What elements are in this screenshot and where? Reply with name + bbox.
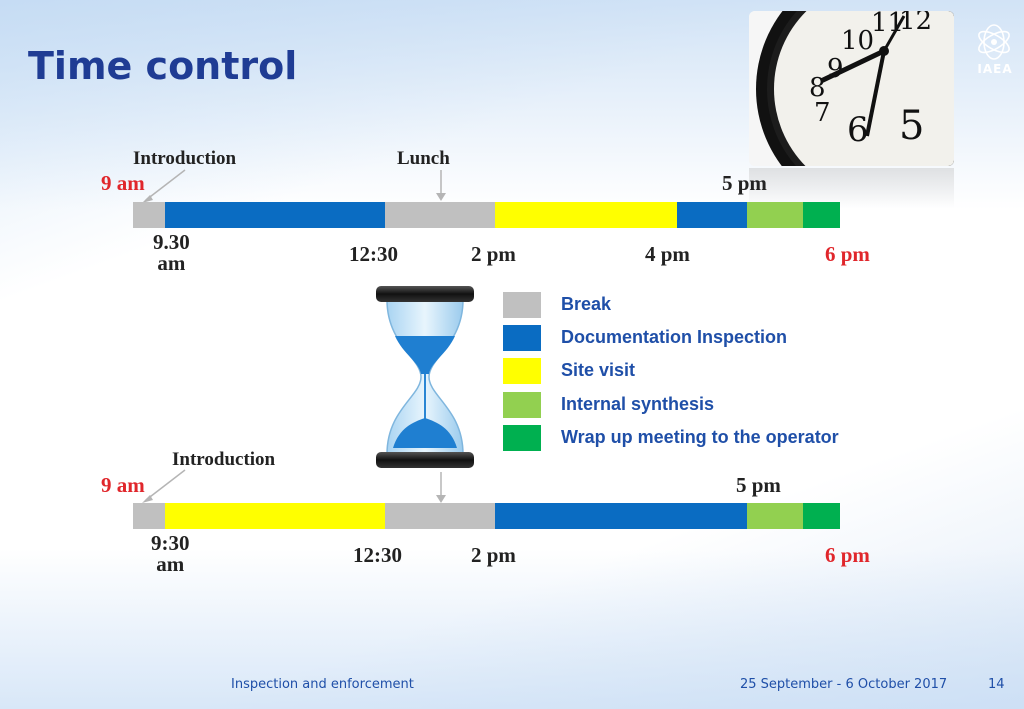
timeline2-time-930-value: 9:30 bbox=[151, 531, 190, 555]
timeline1-segment-site-visit bbox=[495, 202, 677, 228]
svg-text:6: 6 bbox=[847, 110, 869, 150]
hourglass-icon bbox=[373, 284, 477, 470]
timeline1-segment-internal-synthesis bbox=[747, 202, 803, 228]
legend-swatch-site-visit bbox=[503, 358, 541, 384]
background-bottom-glow bbox=[0, 549, 1024, 709]
svg-text:10: 10 bbox=[841, 26, 874, 56]
timeline2-end-time: 6 pm bbox=[825, 543, 870, 567]
timeline2-segment-wrap-up bbox=[803, 503, 840, 529]
timeline2-start-time: 9 am bbox=[101, 473, 145, 497]
legend-swatch-wrap-up bbox=[503, 425, 541, 451]
timeline1-segment-documentation-inspection-2 bbox=[677, 202, 747, 228]
legend-label-wrap-up: Wrap up meeting to the operator bbox=[561, 427, 839, 447]
legend-swatch-break bbox=[503, 292, 541, 318]
timeline1-time-930: 9.30 am bbox=[153, 232, 190, 274]
timeline2-segment-introduction bbox=[133, 503, 165, 529]
timeline2-time-930-am: am bbox=[156, 552, 185, 576]
legend-label-documentation-inspection: Documentation Inspection bbox=[561, 327, 788, 347]
timeline1-time-5pm: 5 pm bbox=[722, 171, 767, 195]
timeline2-segment-internal-synthesis bbox=[747, 503, 803, 529]
timeline2-label-introduction: Introduction bbox=[172, 449, 276, 470]
timeline1-lunch-arrow bbox=[436, 170, 446, 201]
iaea-logo-icon bbox=[968, 22, 1020, 78]
timeline2-segment-lunch bbox=[385, 503, 495, 529]
timeline1-time-4pm: 4 pm bbox=[645, 242, 690, 266]
timeline1-segment-wrap-up bbox=[803, 202, 840, 228]
legend-label-internal-synthesis: Internal synthesis bbox=[561, 394, 715, 414]
timeline1-segment-documentation-inspection bbox=[165, 202, 385, 228]
timeline2-intro-arrow bbox=[142, 469, 186, 503]
clock-image: 11 12 10 9 8 7 6 5 bbox=[749, 11, 954, 166]
legend-label-break: Break bbox=[561, 294, 612, 314]
timeline2-time-5pm: 5 pm bbox=[736, 473, 781, 497]
slide-title: Time control bbox=[28, 44, 298, 88]
legend-swatch-documentation-inspection bbox=[503, 325, 541, 351]
timeline1-time-930-value: 9.30 bbox=[153, 230, 190, 254]
timeline1-label-introduction: Introduction bbox=[133, 148, 237, 169]
timeline1-time-2pm: 2 pm bbox=[471, 242, 516, 266]
svg-text:12: 12 bbox=[899, 11, 932, 36]
clock-reflection bbox=[749, 168, 954, 208]
timeline2-time-930: 9:30 am bbox=[151, 533, 190, 575]
footer-topic: Inspection and enforcement bbox=[231, 677, 414, 692]
timeline1-intro-arrow bbox=[142, 169, 186, 203]
timeline2-segment-documentation-inspection bbox=[495, 503, 747, 529]
timeline1-start-time: 9 am bbox=[101, 171, 145, 195]
timeline1-time-1230: 12:30 bbox=[349, 242, 398, 266]
timeline1-segment-lunch bbox=[385, 202, 495, 228]
timeline1-label-lunch: Lunch bbox=[397, 148, 450, 169]
timeline1-segment-introduction bbox=[133, 202, 165, 228]
timeline1-end-time: 6 pm bbox=[825, 242, 870, 266]
footer-page-number: 14 bbox=[988, 677, 1005, 692]
svg-text:5: 5 bbox=[899, 103, 924, 149]
legend-swatch-internal-synthesis bbox=[503, 392, 541, 418]
timeline2-lunch-arrow bbox=[436, 472, 446, 503]
timeline2-segment-site-visit bbox=[165, 503, 385, 529]
timeline2-time-2pm: 2 pm bbox=[471, 543, 516, 567]
iaea-logo-text: IAEA bbox=[977, 62, 1013, 76]
timeline2-time-1230: 12:30 bbox=[353, 543, 402, 567]
footer-dates: 25 September - 6 October 2017 bbox=[740, 677, 948, 692]
svg-text:7: 7 bbox=[814, 98, 831, 128]
legend-label-site-visit: Site visit bbox=[561, 360, 636, 380]
timeline1-time-930-am: am bbox=[157, 251, 186, 275]
